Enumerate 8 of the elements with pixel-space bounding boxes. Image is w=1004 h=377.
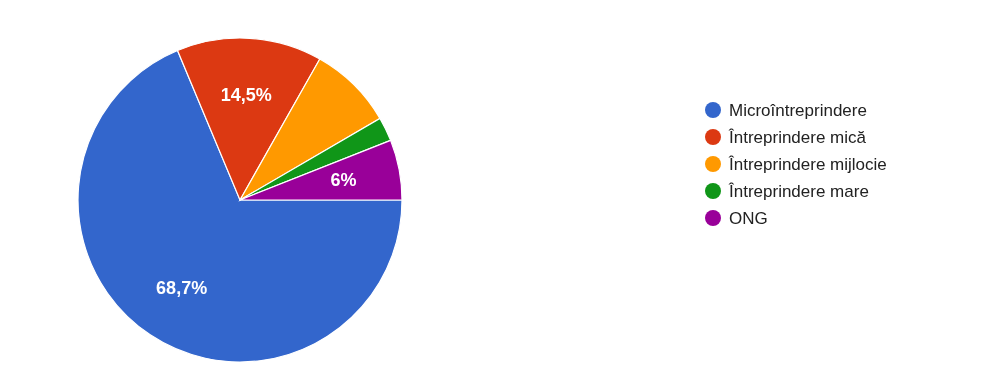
legend-label: ONG	[729, 208, 768, 228]
legend-label: Microîntreprindere	[729, 100, 867, 120]
legend-label: Întreprindere mică	[728, 127, 867, 147]
legend-label: Întreprindere mijlocie	[728, 154, 887, 174]
data-label: 6%	[330, 170, 357, 191]
data-label: 14,5%	[220, 84, 272, 105]
data-label: 68,7%	[156, 277, 208, 298]
legend-label: Întreprindere mare	[728, 181, 869, 201]
